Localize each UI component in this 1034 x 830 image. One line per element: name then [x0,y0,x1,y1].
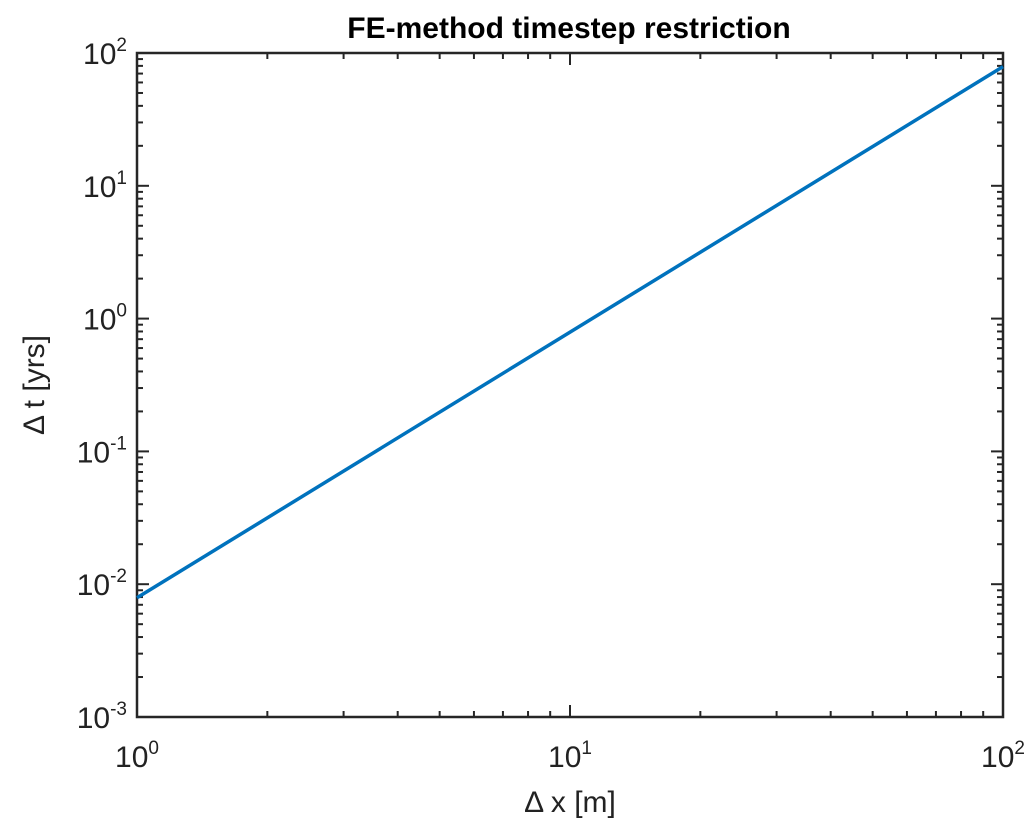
series-layer [136,65,1004,600]
tick-labels: 100 101 102 10-3 10-2 10-1 100 101 102 [77,35,1025,774]
x-tick-label: 101 [548,738,592,774]
y-axis-label: Δ t [yrs] [18,335,51,435]
y-tick-label: 10-3 [77,699,127,735]
series-line [136,65,1004,600]
y-tick-label: 10-1 [77,433,127,469]
chart-title: FE-method timestep restriction [347,12,790,45]
y-tick-label: 100 [83,301,127,337]
x-tick-label: 102 [981,738,1025,774]
y-tick-label: 101 [83,168,127,204]
x-axis-label: Δ x [m] [524,786,616,819]
tick-marks [136,52,1004,718]
y-tick-label: 10-2 [77,566,127,602]
y-tick-label: 102 [83,35,127,71]
plot-area [135,51,1005,719]
x-tick-label: 100 [115,738,159,774]
